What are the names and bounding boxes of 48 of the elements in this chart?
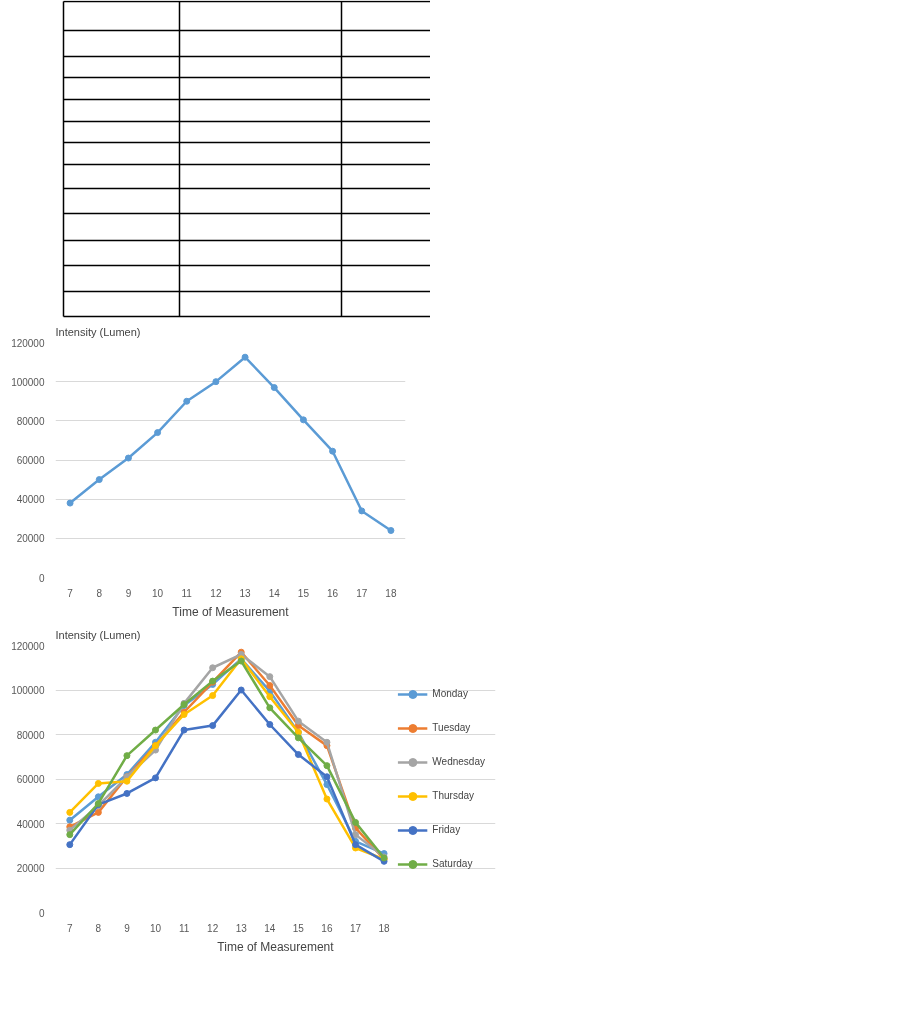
x-tick-label: 14 — [264, 922, 276, 934]
x-tick-label: 10 — [149, 922, 162, 934]
legend-label: Friday — [432, 824, 461, 835]
legend-label: Monday — [432, 688, 468, 699]
y-tick-label: 60000 — [16, 774, 45, 785]
x-tick-label: 18 — [385, 587, 397, 599]
x-tick-label: 17 — [356, 587, 368, 599]
y-tick-label: 80000 — [16, 729, 45, 741]
x-tick-label: 9 — [125, 587, 132, 599]
legend-label: Tuesday — [432, 722, 471, 733]
y-tick-label: 40000 — [16, 494, 45, 506]
x-axis-title: Time of Measurement — [172, 604, 290, 619]
y-tick-label: 40000 — [16, 818, 45, 830]
x-tick-label: 13 — [235, 922, 248, 934]
x-tick-label: 15 — [297, 587, 310, 599]
x-tick-label: 7 — [67, 922, 73, 934]
y-tick-label: 120000 — [11, 337, 45, 349]
x-tick-label: 14 — [268, 587, 281, 599]
legend-label: Saturday — [432, 858, 473, 869]
x-tick-label: 9 — [124, 922, 131, 934]
y-tick-label: 60000 — [16, 455, 45, 466]
y-axis-title: Intensity (Lumen) — [55, 628, 141, 641]
y-tick-label: 0 — [38, 572, 45, 584]
legend-label: Wednesday — [432, 756, 485, 767]
y-tick-label: 80000 — [16, 415, 45, 427]
x-tick-label: 10 — [152, 587, 164, 599]
y-axis-title: Intensity (Lumen) — [55, 325, 141, 338]
x-tick-label: 12 — [207, 922, 219, 934]
y-tick-label: 20000 — [16, 533, 45, 545]
x-tick-label: 12 — [210, 587, 222, 599]
y-tick-label: 20000 — [16, 863, 45, 874]
x-tick-label: 11 — [178, 922, 190, 934]
x-tick-label: 16 — [327, 587, 339, 599]
x-tick-label: 16 — [321, 922, 333, 934]
y-tick-label: 0 — [38, 907, 45, 919]
x-tick-label: 15 — [292, 922, 305, 934]
y-tick-label: 120000 — [11, 640, 45, 652]
legend-label: Thursday — [432, 790, 475, 801]
y-tick-label: 100000 — [11, 685, 45, 696]
x-tick-label: 11 — [181, 587, 193, 599]
y-tick-label: 100000 — [11, 376, 45, 388]
x-tick-label: 13 — [239, 587, 252, 599]
x-tick-label: 18 — [378, 922, 391, 934]
x-tick-label: 17 — [349, 922, 362, 934]
x-tick-label: 8 — [96, 587, 103, 599]
x-tick-label: 8 — [95, 922, 102, 934]
x-tick-label: 7 — [67, 587, 74, 599]
x-axis-title: Time of Measurement — [217, 939, 335, 954]
